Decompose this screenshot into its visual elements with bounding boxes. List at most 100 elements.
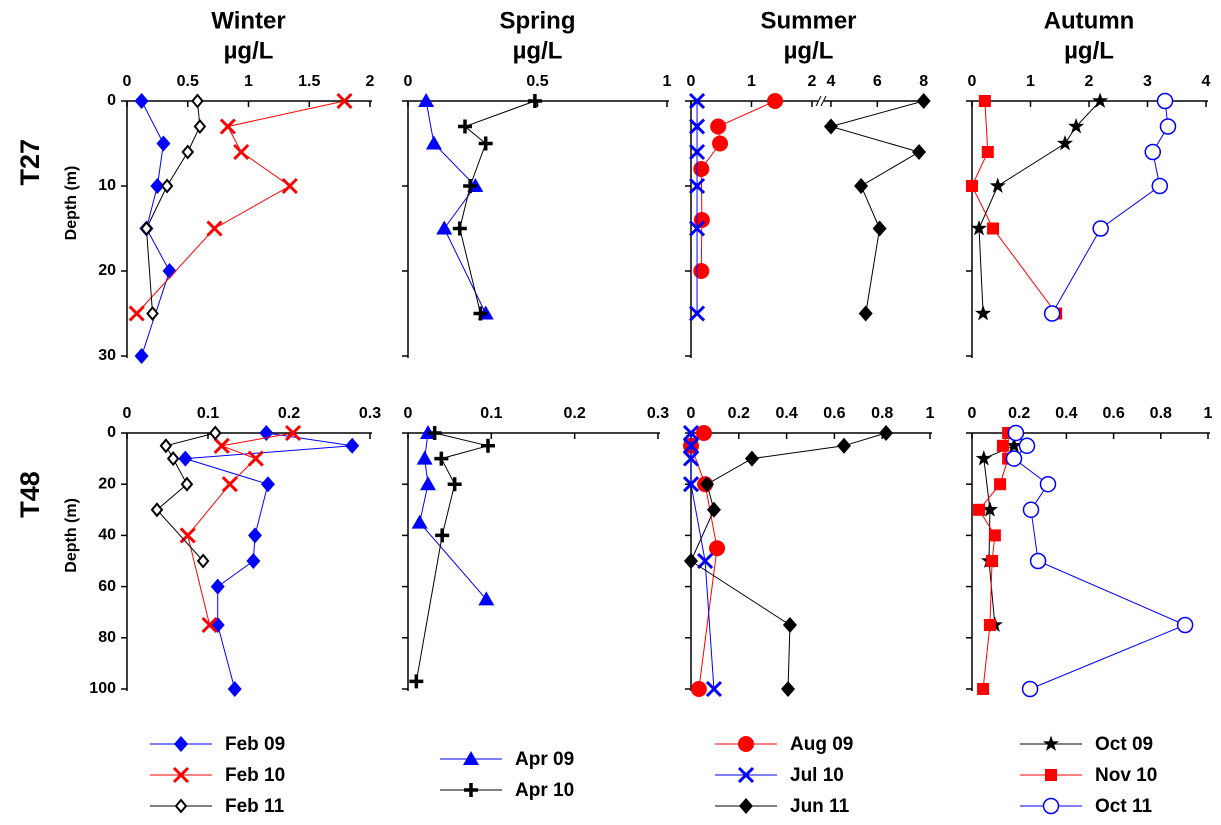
marker [693,161,710,177]
marker [221,476,238,493]
marker [1021,680,1039,698]
x-tick-label: 2 [807,73,816,90]
x-tick-label: 6 [873,73,882,90]
marker [983,619,996,631]
marker [978,95,991,107]
marker [156,135,171,152]
y-tick-label: 30 [98,347,116,364]
marker [473,306,488,321]
legend-label: Oct 11 [1095,796,1152,817]
marker [700,476,715,493]
x-tick-label: 0.8 [871,405,893,422]
marker [688,177,706,195]
y-tick-label: 0 [107,424,116,441]
x-tick-label: 2 [366,73,375,90]
marker [981,146,994,158]
series-line [415,432,489,682]
marker [140,220,153,237]
marker [988,529,1001,542]
x-tick-label: 0.6 [823,405,845,422]
column-title: Winter [211,7,285,34]
legend-label: Jul 10 [790,765,844,786]
y-tick-label: 10 [98,177,116,194]
x-tick-label: 1 [663,73,672,90]
y-axis-label: Depth (m) [63,498,80,573]
x-tick-label: 3 [1143,73,1152,90]
legend-label: Oct 09 [1095,734,1153,755]
marker [181,144,195,160]
marker [836,437,851,454]
x-axis-label: µg/L [784,37,834,64]
series-line [459,100,536,314]
marker [987,222,1000,235]
series-line [829,100,924,314]
marker [166,451,180,467]
marker [208,425,222,441]
marker [434,451,449,466]
series-line [145,100,201,314]
x-tick-label: 0.5 [526,73,548,90]
series-line [156,432,216,562]
marker [191,93,204,109]
marker [435,528,450,543]
marker [966,180,978,192]
x-axis-label: µg/L [1064,37,1114,64]
legend-label: Aug 09 [790,734,853,755]
series-line [141,100,171,357]
series-line [185,432,353,690]
marker [416,450,433,465]
marker [246,553,261,569]
marker [447,477,462,492]
x-tick-label: 0 [968,405,977,422]
marker [781,681,796,697]
marker [420,476,436,491]
series-line [690,432,887,690]
marker [478,591,495,606]
marker [981,501,999,517]
marker [427,426,442,440]
legend-label: Nov 10 [1095,765,1157,786]
legend-label: Apr 10 [515,780,574,801]
y-tick-label: 80 [98,629,116,646]
marker [162,263,177,279]
x-axis-label: µg/L [513,37,563,64]
x-tick-label: 1 [1026,73,1035,90]
x-tick-label: 8 [919,73,928,90]
marker [1039,475,1057,493]
marker [1068,118,1085,134]
marker [973,503,986,516]
marker [210,578,225,595]
marker [879,425,894,441]
marker [227,681,242,697]
x-tick-label: 0 [123,405,132,422]
marker [705,680,723,698]
marker [210,617,225,633]
marker [409,674,424,689]
marker [693,212,710,228]
marker [260,476,275,493]
marker [994,478,1007,491]
marker [1176,616,1194,634]
marker [178,450,193,467]
y-tick-label: 100 [89,680,116,697]
x-tick-label: 0.2 [728,405,750,422]
marker [970,220,988,236]
marker [457,119,472,134]
marker [196,553,210,569]
marker [425,135,442,150]
x-tick-label: 0 [404,73,413,90]
x-tick-label: 0 [687,73,696,90]
marker [1092,220,1109,237]
legend-marker [174,798,188,814]
marker [284,424,302,442]
marker [989,177,1006,193]
marker [682,476,700,493]
marker [710,118,727,135]
marker [712,135,729,152]
marker [693,263,710,279]
marker [782,617,797,633]
series-line [1051,100,1169,314]
x-tick-label: 0.8 [1150,405,1172,422]
x-tick-label: 0.3 [359,405,381,422]
x-tick-label: 1.5 [298,73,320,90]
